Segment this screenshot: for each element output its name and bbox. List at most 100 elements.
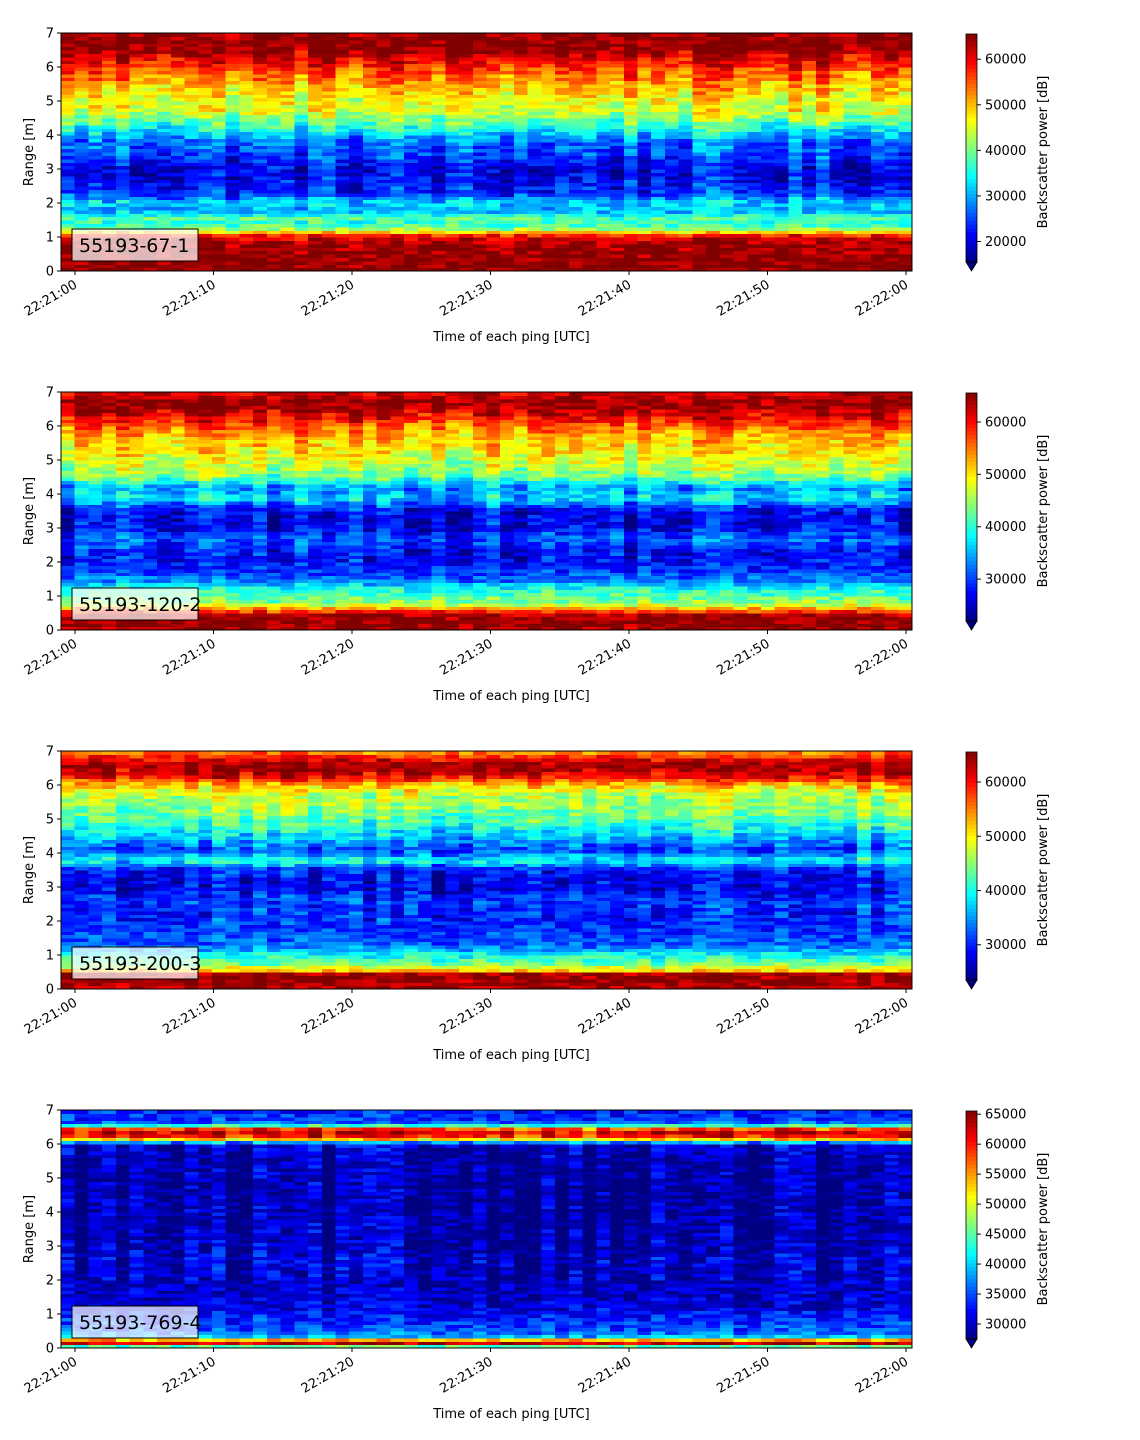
heatmap-cell	[226, 227, 240, 231]
y-tick-label: 6	[46, 61, 54, 76]
heatmap-cell	[651, 166, 665, 170]
heatmap-cell	[445, 264, 459, 268]
heatmap-cell	[75, 159, 89, 163]
heatmap-cell	[88, 33, 102, 37]
heatmap-cell	[830, 264, 844, 268]
heatmap-cell	[390, 149, 404, 153]
colorbar-step	[966, 235, 977, 239]
heatmap-cell	[637, 132, 651, 136]
heatmap-cell	[61, 487, 75, 491]
heatmap-cell	[898, 200, 912, 204]
heatmap-cell	[143, 149, 157, 153]
heatmap-cell	[390, 244, 404, 248]
heatmap-cell	[75, 183, 89, 187]
heatmap-cell	[830, 166, 844, 170]
heatmap-cell	[473, 210, 487, 214]
heatmap-cell	[596, 244, 610, 248]
colorbar-tick-label: 50000	[985, 98, 1026, 113]
heatmap-cell	[226, 193, 240, 197]
heatmap-cell	[212, 33, 226, 37]
heatmap-cell	[116, 470, 130, 474]
heatmap-cell	[802, 227, 816, 231]
heatmap-cell	[88, 166, 102, 170]
heatmap-cell	[802, 166, 816, 170]
heatmap-cell	[418, 142, 432, 146]
heatmap-cell	[885, 234, 899, 238]
heatmap-cell	[281, 244, 295, 248]
heatmap-cell	[239, 149, 253, 153]
heatmap-cell	[363, 33, 377, 37]
heatmap-cell	[377, 200, 391, 204]
heatmap-cell	[720, 200, 734, 204]
heatmap-cell	[514, 244, 528, 248]
heatmap-cell	[610, 200, 624, 204]
heatmap-cell	[88, 183, 102, 187]
heatmap-cell	[802, 176, 816, 180]
colorbar-step	[966, 163, 977, 167]
heatmap-cell	[610, 193, 624, 197]
heatmap-cell	[404, 159, 418, 163]
heatmap-cell	[747, 142, 761, 146]
heatmap-cell	[898, 234, 912, 238]
heatmap-cell	[157, 166, 171, 170]
heatmap-cell	[747, 159, 761, 163]
heatmap-cell	[500, 183, 514, 187]
heatmap-cell	[692, 227, 706, 231]
colorbar-step	[966, 87, 977, 91]
heatmap-cell	[706, 264, 720, 268]
colorbar-gradient	[966, 34, 977, 263]
heatmap-cell	[198, 142, 212, 146]
heatmap-cell	[637, 234, 651, 238]
heatmap-cell	[692, 159, 706, 163]
heatmap-cell	[583, 234, 597, 238]
heatmap-cell	[322, 193, 336, 197]
heatmap-cell	[720, 33, 734, 37]
heatmap-cell	[747, 132, 761, 136]
heatmap-cell	[555, 159, 569, 163]
heatmap-cell	[541, 149, 555, 153]
heatmap-cell	[226, 234, 240, 238]
heatmap-cell	[349, 159, 363, 163]
heatmap-cell	[747, 210, 761, 214]
heatmap-cell	[761, 264, 775, 268]
heatmap-cell	[116, 183, 130, 187]
heatmap-cell	[885, 210, 899, 214]
heatmap-cell	[322, 244, 336, 248]
heatmap-cell	[88, 210, 102, 214]
heatmap-cell	[198, 234, 212, 238]
heatmap-cell	[143, 142, 157, 146]
heatmap-cell	[665, 193, 679, 197]
heatmap-cell	[157, 183, 171, 187]
heatmap-cell	[377, 217, 391, 221]
heatmap-cell	[569, 193, 583, 197]
heatmap-cell	[720, 132, 734, 136]
heatmap-cell	[692, 149, 706, 153]
colorbar-step	[966, 239, 977, 243]
heatmap-cell	[212, 183, 226, 187]
heatmap-cell	[349, 234, 363, 238]
heatmap-cell	[212, 149, 226, 153]
heatmap-cell	[802, 193, 816, 197]
heatmap-cell	[528, 210, 542, 214]
heatmap-cell	[143, 33, 157, 37]
heatmap-cell	[459, 200, 473, 204]
heatmap-cell	[610, 142, 624, 146]
heatmap-cell	[775, 176, 789, 180]
heatmap-cell	[294, 227, 308, 231]
heatmap-cell	[514, 132, 528, 136]
heatmap-cell	[75, 149, 89, 153]
heatmap-cell	[322, 217, 336, 221]
heatmap-cell	[281, 193, 295, 197]
heatmap-cell	[130, 176, 144, 180]
heatmap-cell	[322, 159, 336, 163]
heatmap-cell	[885, 183, 899, 187]
heatmap-cell	[308, 217, 322, 221]
heatmap-cell	[322, 142, 336, 146]
heatmap-cell	[185, 166, 199, 170]
heatmap-cell	[143, 166, 157, 170]
heatmap-cell	[555, 166, 569, 170]
heatmap-cell	[281, 132, 295, 136]
heatmap-cell	[418, 159, 432, 163]
colorbar-step	[966, 118, 977, 122]
